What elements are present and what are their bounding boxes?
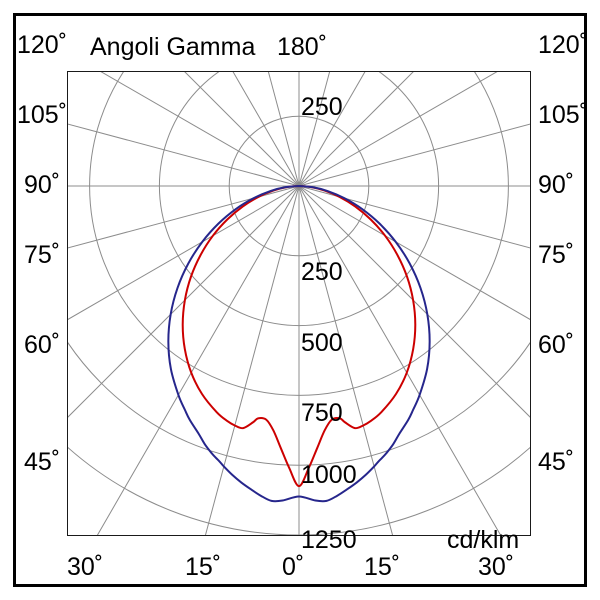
top-axis-label-180: 180˚ <box>277 33 328 61</box>
bottom-label-30-right: 30˚ <box>478 553 515 581</box>
radial-label-1000: 1000 <box>301 461 357 489</box>
curve-C0-C180 <box>181 185 417 488</box>
radial-label-500: 500 <box>301 329 343 357</box>
radial-label-1250: 1250 <box>301 526 357 554</box>
right-label-75: 75˚ <box>538 241 575 269</box>
radial-label-250-top: 250 <box>301 93 343 121</box>
right-label-105: 105˚ <box>538 101 589 129</box>
left-label-75: 75˚ <box>24 241 61 269</box>
left-label-105: 105˚ <box>17 101 68 129</box>
left-label-120: 120˚ <box>17 31 68 59</box>
right-label-120: 120˚ <box>538 31 589 59</box>
polar-plot-area <box>67 71 531 536</box>
bottom-label-15-left: 15˚ <box>185 553 222 581</box>
right-label-60: 60˚ <box>538 331 575 359</box>
bottom-label-30-left: 30˚ <box>67 553 104 581</box>
left-label-45: 45˚ <box>24 448 61 476</box>
chart-title: Angoli Gamma <box>90 33 256 61</box>
bottom-label-0: 0˚ <box>282 553 305 581</box>
polar-grid-and-curves <box>68 72 530 535</box>
unit-label: cd/klm <box>447 526 520 554</box>
curve-C90-C270 <box>167 185 431 503</box>
outer-border <box>13 13 587 587</box>
right-label-45: 45˚ <box>538 448 575 476</box>
series-curves <box>167 185 431 503</box>
left-label-60: 60˚ <box>24 331 61 359</box>
grid-spokes <box>68 72 530 535</box>
bottom-label-15-right: 15˚ <box>364 553 401 581</box>
right-label-90: 90˚ <box>538 171 575 199</box>
radial-label-750: 750 <box>301 399 343 427</box>
left-label-90: 90˚ <box>24 171 61 199</box>
radial-label-250: 250 <box>301 258 343 286</box>
